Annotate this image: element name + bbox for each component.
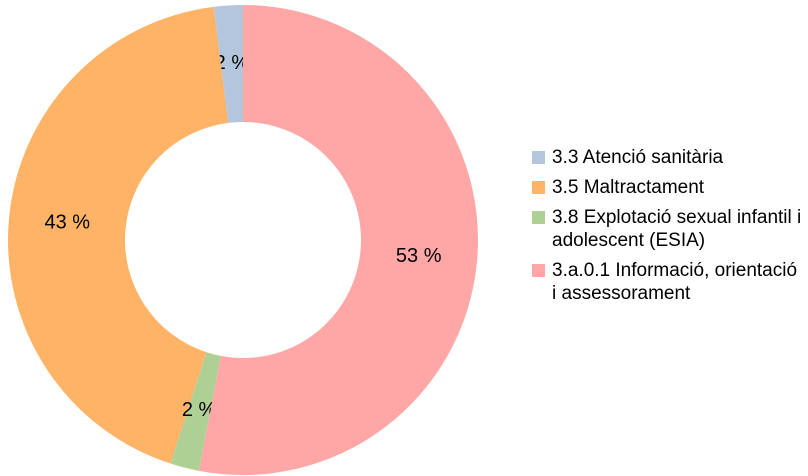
legend-swatch [532,181,545,194]
data-label: 53 % [396,245,442,267]
legend-item: 3.a.0.1 Informació, orientació i assesso… [532,259,802,305]
legend-swatch [532,151,545,164]
donut-slice [213,5,243,123]
legend-swatch [532,264,545,277]
legend: 3.3 Atenció sanitària 3.5 Maltractament 3.… [532,146,802,312]
legend-label: 3.a.0.1 Informació, orientació i assesso… [552,260,798,304]
legend-item: 3.8 Explotació sexual infantil i adolesc… [532,206,802,252]
legend-item: 3.3 Atenció sanitària [532,146,802,169]
legend-label: 3.3 Atenció sanitària [552,147,724,168]
legend-label: 3.5 Maltractament [552,177,705,198]
legend-item: 3.5 Maltractament [532,176,802,199]
chart: 2 % 43 % 2 % 53 % [7,5,479,476]
data-label: 2 % [215,52,250,74]
legend-swatch [532,211,545,224]
donut-slice [198,5,479,476]
data-label: 43 % [44,212,90,234]
data-label: 2 % [182,399,217,421]
legend-label: 3.8 Explotació sexual infantil i adolesc… [552,207,802,251]
donut-slice [7,6,229,464]
donut-slice [170,352,221,471]
